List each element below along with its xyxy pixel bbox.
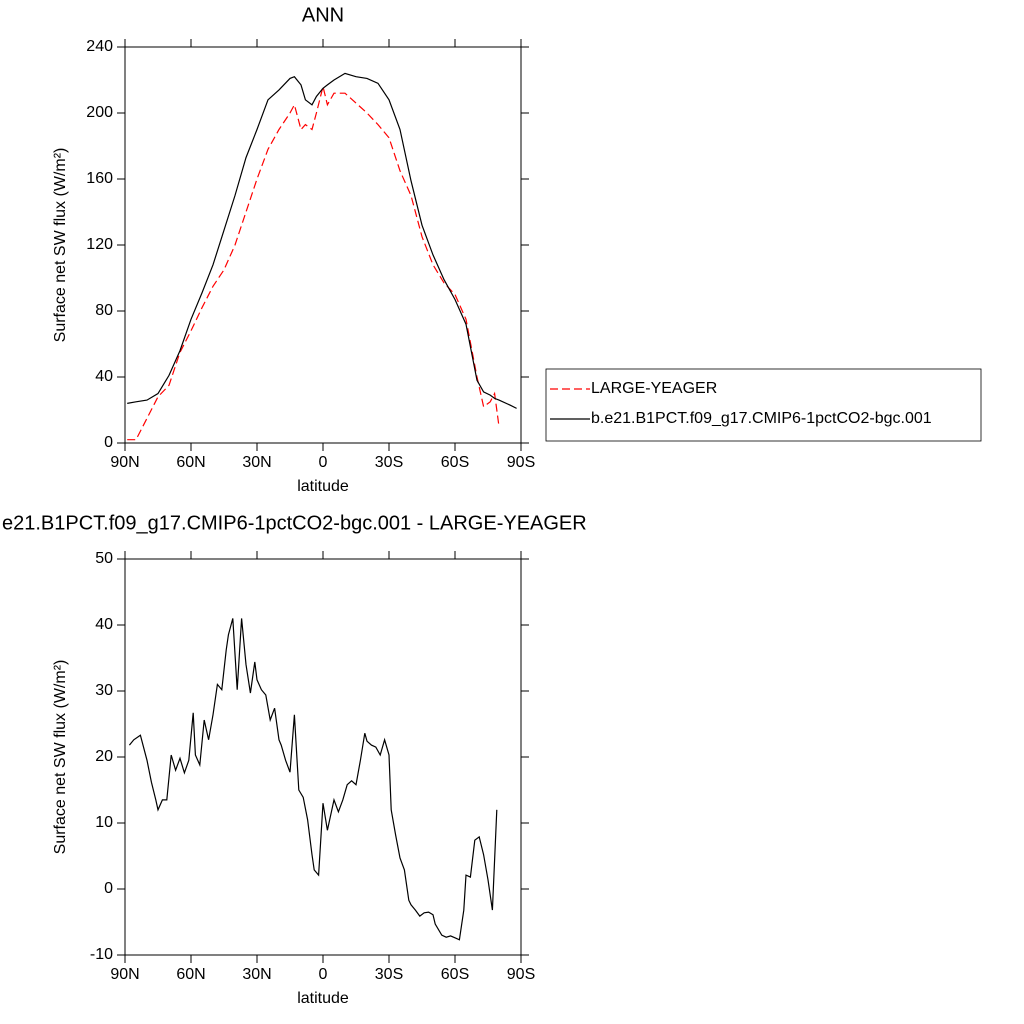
y-tick-label: 0: [104, 434, 113, 451]
y-axis-label: Surface net SW flux (W/m²): [52, 660, 69, 855]
data-line: [127, 72, 517, 409]
y-tick-label: 30: [95, 682, 113, 699]
chart-title: e21.B1PCT.f09_g17.CMIP6-1pctCO2-bgc.001 …: [2, 512, 587, 534]
x-tick-label: 90S: [507, 454, 535, 471]
data-line: [128, 618, 498, 941]
y-tick-label: 160: [86, 170, 113, 187]
y-tick-label: 10: [95, 814, 113, 831]
x-tick-label: 60N: [176, 966, 205, 983]
plot-frame: [124, 558, 522, 956]
x-tick-label: 30S: [375, 454, 403, 471]
x-tick-label: 90S: [507, 966, 535, 983]
x-tick-label: 60S: [441, 966, 469, 983]
x-tick-label: 30N: [242, 966, 271, 983]
x-tick-label: 90N: [110, 454, 139, 471]
x-axis-label: latitude: [297, 478, 349, 495]
x-tick-label: 90N: [110, 966, 139, 983]
legend-label: b.e21.B1PCT.f09_g17.CMIP6-1pctCO2-bgc.00…: [591, 410, 932, 427]
x-axis-label: latitude: [297, 990, 349, 1007]
y-tick-label: -10: [90, 946, 113, 963]
legend-box: [545, 368, 982, 442]
y-tick-label: 50: [95, 550, 113, 567]
y-tick-label: 20: [95, 748, 113, 765]
x-tick-label: 0: [319, 966, 328, 983]
x-tick-label: 30S: [375, 966, 403, 983]
y-axis-label: Surface net SW flux (W/m²): [52, 148, 69, 343]
y-tick-label: 0: [104, 880, 113, 897]
x-tick-label: 60S: [441, 454, 469, 471]
y-tick-label: 120: [86, 236, 113, 253]
y-tick-label: 40: [95, 368, 113, 385]
plot-frame: [124, 46, 522, 444]
x-tick-label: 0: [319, 454, 328, 471]
y-tick-label: 240: [86, 38, 113, 55]
legend-label: LARGE-YEAGER: [591, 380, 717, 397]
y-tick-label: 80: [95, 302, 113, 319]
chart-title: ANN: [302, 4, 344, 26]
x-tick-label: 60N: [176, 454, 205, 471]
x-tick-label: 30N: [242, 454, 271, 471]
data-line: [127, 86, 500, 441]
y-tick-label: 40: [95, 616, 113, 633]
y-tick-label: 200: [86, 104, 113, 121]
